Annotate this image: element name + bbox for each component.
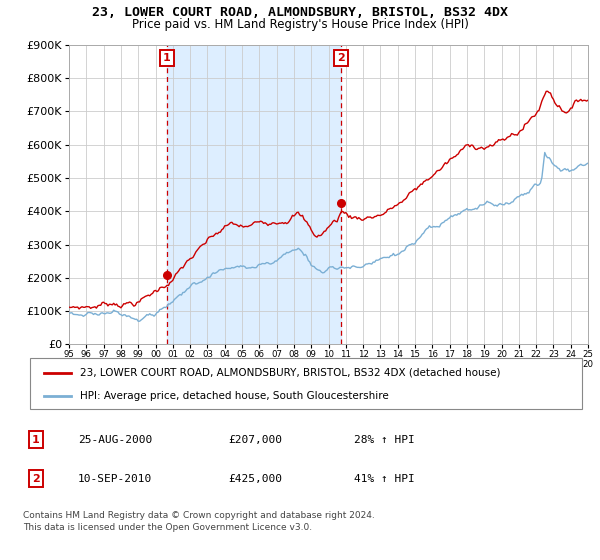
Text: Contains HM Land Registry data © Crown copyright and database right 2024.: Contains HM Land Registry data © Crown c… bbox=[23, 511, 374, 520]
Text: £425,000: £425,000 bbox=[228, 474, 282, 484]
Text: HPI: Average price, detached house, South Gloucestershire: HPI: Average price, detached house, Sout… bbox=[80, 391, 388, 401]
Text: Price paid vs. HM Land Registry's House Price Index (HPI): Price paid vs. HM Land Registry's House … bbox=[131, 18, 469, 31]
Text: 1: 1 bbox=[32, 435, 40, 445]
Text: 23, LOWER COURT ROAD, ALMONDSBURY, BRISTOL, BS32 4DX: 23, LOWER COURT ROAD, ALMONDSBURY, BRIST… bbox=[92, 6, 508, 18]
Text: 23, LOWER COURT ROAD, ALMONDSBURY, BRISTOL, BS32 4DX (detached house): 23, LOWER COURT ROAD, ALMONDSBURY, BRIST… bbox=[80, 367, 500, 377]
Text: 28% ↑ HPI: 28% ↑ HPI bbox=[354, 435, 415, 445]
Text: 10-SEP-2010: 10-SEP-2010 bbox=[78, 474, 152, 484]
Text: 1: 1 bbox=[163, 53, 170, 63]
Text: 2: 2 bbox=[32, 474, 40, 484]
Text: 2: 2 bbox=[337, 53, 344, 63]
Text: 25-AUG-2000: 25-AUG-2000 bbox=[78, 435, 152, 445]
Bar bbox=[167, 45, 341, 344]
Text: This data is licensed under the Open Government Licence v3.0.: This data is licensed under the Open Gov… bbox=[23, 523, 312, 532]
FancyBboxPatch shape bbox=[30, 358, 582, 409]
Text: 41% ↑ HPI: 41% ↑ HPI bbox=[354, 474, 415, 484]
Text: £207,000: £207,000 bbox=[228, 435, 282, 445]
